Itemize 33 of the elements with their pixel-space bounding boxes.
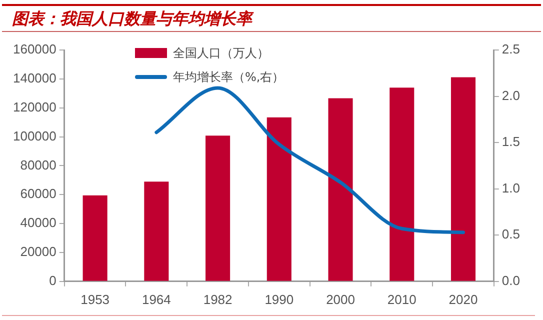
y-tick-label: 40000 (20, 215, 56, 230)
bar (82, 195, 108, 281)
y-tick-label: 60000 (20, 186, 56, 202)
line-series (154, 86, 465, 234)
y2-tick-label: 1.5 (502, 134, 520, 150)
bar (206, 136, 230, 281)
x-tick-label: 2000 (326, 292, 355, 307)
y2-tick-label: 0.0 (502, 272, 520, 288)
bar (144, 182, 169, 281)
x-tick-label: 1953 (80, 292, 110, 307)
x-tick-label: 1990 (264, 292, 294, 307)
bar (328, 98, 353, 281)
y-tick-label: 120000 (12, 99, 56, 114)
y-tick-label: 20000 (20, 244, 56, 260)
y2-tick-label: 1.0 (502, 180, 520, 196)
x-tick-label: 2010 (387, 292, 416, 307)
x-tick-label: 1982 (203, 292, 232, 307)
y-tick-label: 100000 (12, 128, 56, 144)
y-tick-label: 140000 (12, 70, 56, 86)
legend-label: 全国人口（万人） (173, 44, 269, 62)
legend-label: 年均增长率（%,右） (173, 68, 284, 86)
y-tick-label: 160000 (12, 42, 56, 57)
y-tick-label: 80000 (20, 157, 56, 172)
x-tick-label: 1964 (142, 292, 171, 307)
x-tick-label: 2020 (448, 292, 478, 307)
y2-tick-label: 2.0 (502, 88, 520, 103)
bar (450, 77, 476, 281)
bar (390, 88, 414, 281)
bar (266, 117, 292, 281)
y2-tick-label: 2.5 (502, 42, 520, 57)
y2-tick-label: 0.5 (502, 226, 520, 242)
chart-title: 图表：我国人口数量与年均增长率 (12, 9, 252, 30)
y-tick-label: 0 (49, 272, 56, 288)
